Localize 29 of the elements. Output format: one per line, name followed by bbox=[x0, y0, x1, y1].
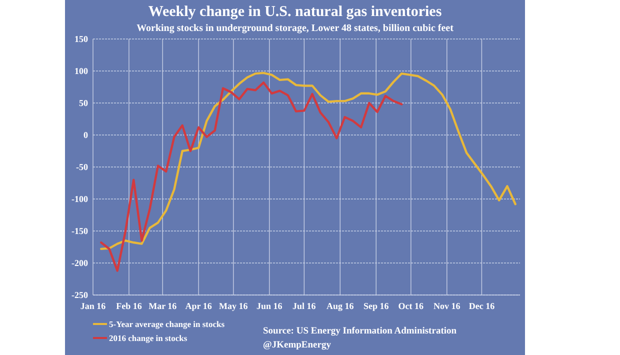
y-tick-label: -250 bbox=[72, 290, 88, 300]
chart-subtitle: Working stocks in underground storage, Lower 48 states, billion cubic feet bbox=[136, 23, 454, 34]
x-tick-label: Dec 16 bbox=[468, 301, 496, 311]
x-tick-label: Jul 16 bbox=[292, 301, 316, 311]
x-tick-label: Jan 16 bbox=[80, 301, 106, 311]
y-tick-label: -150 bbox=[72, 226, 88, 236]
y-tick-label: 0 bbox=[84, 130, 88, 140]
y-tick-label: -50 bbox=[76, 162, 88, 172]
y-tick-label: 100 bbox=[74, 66, 88, 76]
x-tick-label: Nov 16 bbox=[434, 301, 461, 311]
source-note: Source: US Energy Information Administration bbox=[263, 326, 458, 336]
x-tick-label: Apr 16 bbox=[185, 301, 212, 311]
x-tick-label: Mar 16 bbox=[148, 301, 178, 311]
y-tick-label: -200 bbox=[72, 258, 88, 268]
line-series bbox=[100, 72, 516, 250]
x-tick-label: Aug 16 bbox=[326, 301, 354, 311]
y-tick-label: -100 bbox=[72, 194, 88, 204]
text: @JKempEnergy bbox=[263, 340, 332, 350]
x-tick-label: Feb 16 bbox=[116, 301, 142, 311]
line-series bbox=[100, 81, 403, 272]
chart-title: Weekly change in U.S. natural gas inventories bbox=[148, 4, 442, 20]
x-tick-label: Jun 16 bbox=[256, 301, 283, 311]
x-tick-label: May 16 bbox=[219, 301, 248, 311]
x-tick-label: Sep 16 bbox=[363, 301, 390, 311]
legend-label: 5-Year average change in stocks bbox=[109, 318, 226, 329]
y-tick-label: 50 bbox=[79, 98, 88, 108]
y-tick-label: 150 bbox=[74, 34, 88, 44]
legend-label: 2016 change in stocks bbox=[109, 332, 188, 343]
x-tick-label: Oct 16 bbox=[398, 301, 424, 311]
